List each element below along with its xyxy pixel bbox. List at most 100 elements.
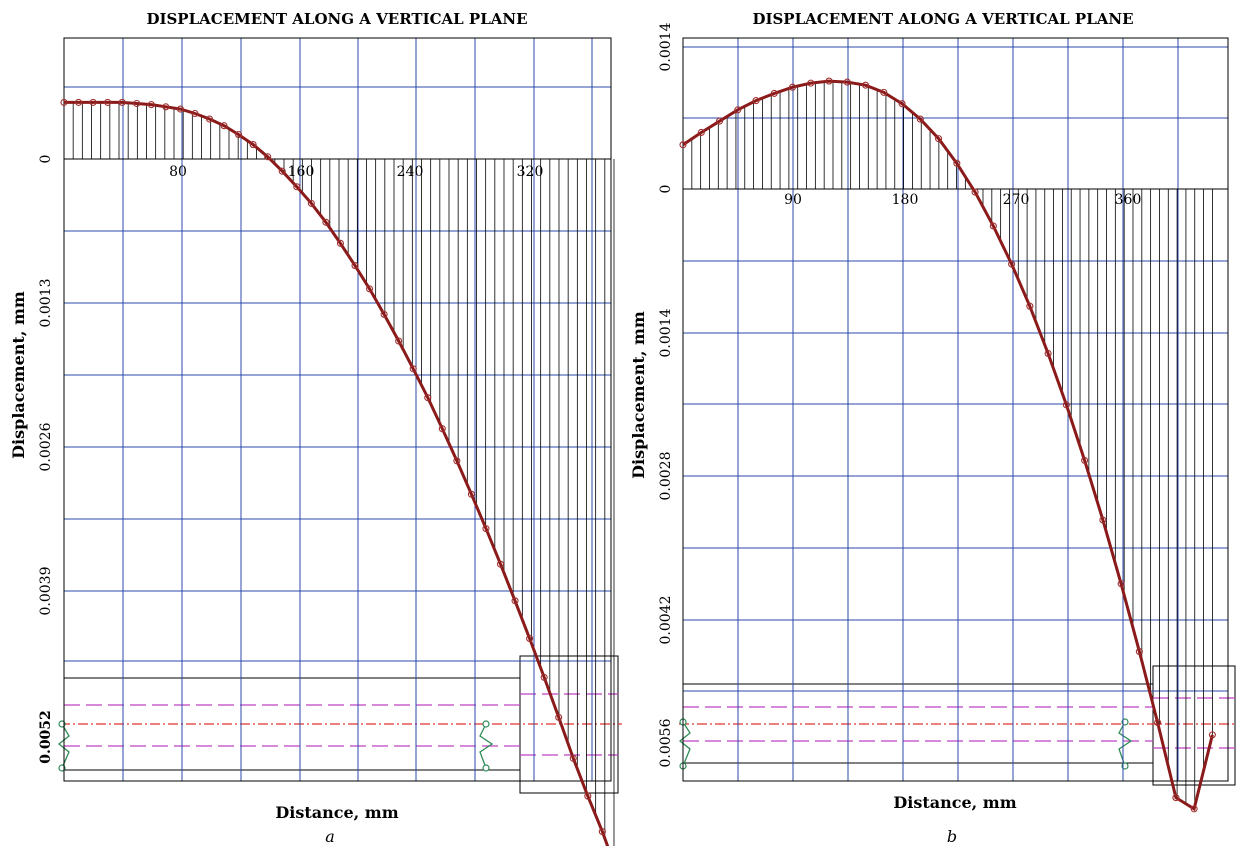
data-point — [278, 167, 286, 175]
data-point — [1208, 731, 1216, 739]
panel-label: a — [325, 827, 335, 846]
support-spring-right-icon — [1118, 718, 1133, 770]
chart-title: DISPLACEMENT ALONG A VERTICAL PLANE — [146, 10, 527, 28]
series-line — [64, 100, 610, 846]
x-tick-label: 360 — [1115, 192, 1142, 208]
y-tick-label: 0.0014 — [658, 308, 674, 357]
displacement-curve — [679, 77, 1216, 813]
data-point — [953, 159, 961, 167]
data-point — [1190, 805, 1198, 813]
data-point — [511, 597, 519, 605]
x-tick-labels: 90 180 270 360 — [784, 192, 1141, 208]
y-axis-label: Displacement, mm — [9, 291, 28, 459]
data-point — [807, 79, 815, 87]
data-point — [191, 109, 199, 118]
data-point — [598, 828, 606, 836]
data-point — [1172, 794, 1180, 802]
y-tick-label: 0.0039 — [38, 567, 54, 616]
data-point — [770, 89, 778, 97]
grid — [682, 38, 1228, 781]
data-point — [467, 490, 475, 498]
hatch-lines — [682, 81, 1213, 807]
data-point — [438, 425, 446, 433]
data-point — [220, 122, 228, 130]
data-point — [133, 99, 141, 108]
data-point — [1081, 456, 1089, 464]
y-tick-label: 0.0056 — [658, 718, 674, 767]
data-point — [1026, 302, 1034, 310]
plot-frame — [682, 37, 1229, 782]
data-point — [540, 673, 548, 681]
data-point — [1099, 516, 1107, 524]
data-point — [1062, 401, 1070, 409]
data-point — [734, 106, 742, 114]
y-tick-label: 0.0026 — [38, 422, 54, 471]
data-point — [1154, 718, 1162, 727]
beam-schematic — [57, 655, 622, 794]
data-point — [118, 98, 126, 106]
data-point — [380, 310, 388, 318]
x-axis-label: Distance, mm — [893, 793, 1016, 812]
beam-schematic — [678, 665, 1236, 786]
x-axis-label: Distance, mm — [275, 803, 398, 822]
data-point — [555, 713, 563, 721]
data-point — [526, 634, 534, 643]
panel-label: b — [947, 827, 957, 846]
grid — [63, 38, 611, 781]
data-point — [898, 100, 906, 108]
data-point — [147, 101, 155, 109]
data-point — [75, 98, 83, 106]
data-point — [569, 754, 577, 762]
chart-panel-a: DISPLACEMENT ALONG A VERTICAL PLANE — [9, 10, 622, 846]
data-point — [395, 337, 403, 345]
chart-panel-b: DISPLACEMENT ALONG A VERTICAL PLANE — [629, 10, 1236, 846]
x-tick-label: 80 — [169, 164, 187, 180]
data-point — [176, 105, 184, 113]
data-point — [825, 77, 833, 85]
data-point — [205, 115, 214, 123]
data-point — [843, 78, 851, 86]
y-tick-label: 0.0014 — [658, 22, 674, 71]
x-tick-label: 240 — [397, 164, 424, 180]
data-point — [584, 792, 592, 800]
data-point — [307, 199, 315, 207]
data-point — [365, 285, 374, 293]
y-tick-label: 0.0052 — [38, 710, 54, 764]
x-tick-label: 180 — [892, 192, 919, 208]
y-tick-label: 0 — [38, 155, 54, 164]
data-point — [453, 457, 461, 465]
support-spring-right-icon — [479, 720, 494, 772]
data-point — [989, 222, 997, 230]
x-tick-labels: 80 160 240 320 — [169, 164, 543, 180]
data-point — [322, 218, 330, 226]
data-point — [264, 153, 272, 161]
data-point — [293, 183, 301, 191]
data-point — [104, 98, 112, 106]
data-point — [249, 141, 257, 149]
x-tick-label: 320 — [517, 164, 544, 180]
data-point — [409, 365, 417, 373]
x-tick-label: 90 — [784, 192, 802, 208]
y-tick-label: 0.0042 — [658, 596, 674, 645]
data-point — [697, 128, 705, 137]
data-point — [971, 188, 979, 196]
data-point — [916, 115, 924, 123]
hatch-lines — [63, 102, 615, 846]
chart-title: DISPLACEMENT ALONG A VERTICAL PLANE — [752, 10, 1133, 28]
data-point — [89, 98, 97, 106]
data-point — [496, 560, 505, 568]
data-point — [715, 117, 724, 125]
y-tick-labels: 0.0014 0 0.0014 0.0028 0.0042 0.0056 — [658, 22, 674, 767]
displacement-curve — [60, 98, 610, 846]
y-axis-label: Displacement, mm — [629, 311, 648, 479]
y-tick-labels: 0 0.0013 0.0026 0.0039 0.0052 — [38, 155, 54, 764]
data-point — [861, 81, 870, 89]
data-point — [1008, 260, 1016, 268]
data-point — [60, 98, 68, 106]
y-tick-label: 0 — [658, 185, 674, 194]
data-point — [1135, 648, 1143, 656]
x-tick-label: 160 — [288, 164, 315, 180]
data-point — [336, 239, 345, 247]
data-point — [235, 131, 243, 139]
